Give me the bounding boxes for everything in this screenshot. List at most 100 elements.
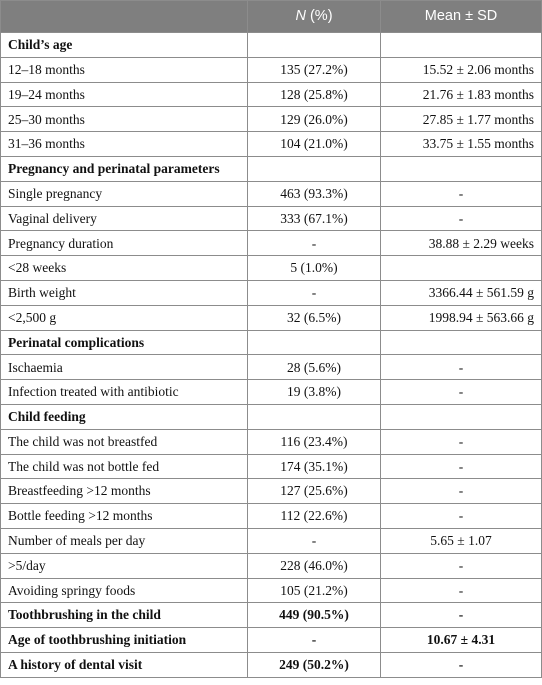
row-n-percent: 105 (21.2%) [247, 577, 381, 604]
row-label: Child feeding [0, 403, 248, 430]
row-n-percent: 249 (50.2%) [247, 651, 381, 678]
row-mean-sd: - [380, 651, 542, 678]
row-label: Avoiding springy foods [0, 577, 248, 604]
row-label: Single pregnancy [0, 180, 248, 207]
row-mean-sd [380, 155, 542, 182]
row-label: Birth weight [0, 279, 248, 306]
row-mean-sd: - [380, 354, 542, 381]
header-n-percent: N (%) [247, 0, 381, 33]
row-label: >5/day [0, 552, 248, 579]
row-mean-sd: 21.76 ± 1.83 months [380, 81, 542, 108]
row-label: Pregnancy and perinatal parameters [0, 155, 248, 182]
table-body: Child’s age 12–18 months 135 (27.2%) 15.52 … [0, 32, 542, 678]
header-mean-sd: Mean ± SD [380, 0, 542, 33]
header-blank [0, 0, 248, 33]
row-label: Bottle feeding >12 months [0, 503, 248, 529]
row-mean-sd: - [380, 428, 542, 455]
row-label: <28 weeks [0, 255, 248, 281]
table-row: Infection treated with antibiotic 19 (3.8… [0, 379, 542, 405]
row-label: <2,500 g [0, 304, 248, 331]
row-mean-sd: 15.52 ± 2.06 months [380, 56, 542, 83]
row-mean-sd: 3366.44 ± 561.59 g [380, 279, 542, 306]
row-n-percent: 112 (22.6%) [247, 503, 381, 529]
row-mean-sd: - [380, 205, 542, 232]
row-n-percent [247, 32, 381, 58]
row-label: Perinatal complications [0, 329, 248, 356]
row-n-percent [247, 155, 381, 182]
table-row: 25–30 months 129 (26.0%) 27.85 ± 1.77 mont… [0, 106, 542, 133]
row-n-percent: 174 (35.1%) [247, 453, 381, 480]
section-row: A history of dental visit 249 (50.2%) - [0, 651, 542, 678]
section-row: Age of toothbrushing initiation -10.67 ± … [0, 627, 542, 653]
table-row: The child was not breastfed 116 (23.4%) - [0, 428, 542, 455]
row-n-percent: 129 (26.0%) [247, 106, 381, 133]
section-row: Child’s age [0, 32, 542, 58]
row-n-percent: 28 (5.6%) [247, 354, 381, 381]
row-n-percent [247, 329, 381, 356]
row-n-percent: 135 (27.2%) [247, 56, 381, 83]
row-n-percent: - [247, 627, 381, 653]
table-row: Pregnancy duration -38.88 ± 2.29 weeks [0, 230, 542, 257]
table-row: <2,500 g 32 (6.5%) 1998.94 ± 563.66 g [0, 304, 542, 331]
row-label: 25–30 months [0, 106, 248, 133]
row-n-percent: 5 (1.0%) [247, 255, 381, 281]
row-mean-sd: 33.75 ± 1.55 months [380, 131, 542, 157]
table-row: Number of meals per day -5.65 ± 1.07 [0, 527, 542, 554]
row-label: 12–18 months [0, 56, 248, 83]
row-mean-sd [380, 255, 542, 281]
row-mean-sd: 10.67 ± 4.31 [380, 627, 542, 653]
row-n-percent [247, 403, 381, 430]
table-row: <28 weeks 5 (1.0%) [0, 255, 542, 281]
table-row: Single pregnancy 463 (93.3%) - [0, 180, 542, 207]
row-n-percent: 19 (3.8%) [247, 379, 381, 405]
row-mean-sd [380, 32, 542, 58]
row-mean-sd: - [380, 552, 542, 579]
row-label: Toothbrushing in the child [0, 602, 248, 629]
row-mean-sd: - [380, 478, 542, 505]
table-row: Ischaemia 28 (5.6%) - [0, 354, 542, 381]
table-row: Vaginal delivery 333 (67.1%) - [0, 205, 542, 232]
row-label: Number of meals per day [0, 527, 248, 554]
section-row: Pregnancy and perinatal parameters [0, 155, 542, 182]
row-mean-sd [380, 403, 542, 430]
row-n-percent: 449 (90.5%) [247, 602, 381, 629]
row-label: Pregnancy duration [0, 230, 248, 257]
row-n-percent: 228 (46.0%) [247, 552, 381, 579]
row-label: Child’s age [0, 32, 248, 58]
table-row: Breastfeeding >12 months 127 (25.6%) - [0, 478, 542, 505]
table-row: Avoiding springy foods 105 (21.2%) - [0, 577, 542, 604]
row-mean-sd: - [380, 602, 542, 629]
section-row: Child feeding [0, 403, 542, 430]
section-row: Perinatal complications [0, 329, 542, 356]
row-mean-sd: 38.88 ± 2.29 weeks [380, 230, 542, 257]
table-row: The child was not bottle fed 174 (35.1%) - [0, 453, 542, 480]
header-percent: (%) [305, 8, 333, 25]
row-n-percent: 32 (6.5%) [247, 304, 381, 331]
row-n-percent: - [247, 527, 381, 554]
header-n-italic: N [295, 8, 306, 25]
row-label: Vaginal delivery [0, 205, 248, 232]
table-row: Birth weight -3366.44 ± 561.59 g [0, 279, 542, 306]
table-row: 19–24 months 128 (25.8%) 21.76 ± 1.83 mont… [0, 81, 542, 108]
row-n-percent: 127 (25.6%) [247, 478, 381, 505]
row-n-percent: 104 (21.0%) [247, 131, 381, 157]
row-mean-sd: 27.85 ± 1.77 months [380, 106, 542, 133]
row-n-percent: 128 (25.8%) [247, 81, 381, 108]
section-row: Toothbrushing in the child 449 (90.5%) - [0, 602, 542, 629]
row-n-percent: 116 (23.4%) [247, 428, 381, 455]
row-mean-sd: - [380, 503, 542, 529]
table-row: 12–18 months 135 (27.2%) 15.52 ± 2.06 mont… [0, 56, 542, 83]
row-mean-sd: 5.65 ± 1.07 [380, 527, 542, 554]
table-row: >5/day 228 (46.0%) - [0, 552, 542, 579]
row-mean-sd [380, 329, 542, 356]
row-n-percent: 463 (93.3%) [247, 180, 381, 207]
row-label: Ischaemia [0, 354, 248, 381]
header-row: N (%) Mean ± SD [0, 0, 542, 33]
row-mean-sd: - [380, 577, 542, 604]
table-row: 31–36 months 104 (21.0%) 33.75 ± 1.55 mont… [0, 131, 542, 157]
row-mean-sd: - [380, 453, 542, 480]
row-label: Age of toothbrushing initiation [0, 627, 248, 653]
row-label: 19–24 months [0, 81, 248, 108]
row-label: Breastfeeding >12 months [0, 478, 248, 505]
